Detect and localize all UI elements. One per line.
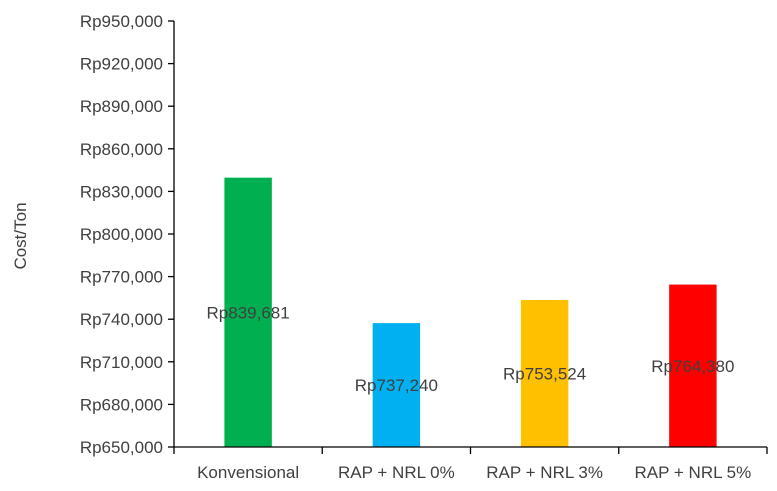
y-tick-label: Rp680,000 (80, 395, 163, 414)
y-tick-label: Rp800,000 (80, 225, 163, 244)
axes (173, 21, 768, 454)
y-tick-label: Rp890,000 (80, 97, 163, 116)
bar (372, 323, 421, 447)
x-tick-label: RAP + NRL 0% (338, 463, 455, 482)
x-tick-label: RAP + NRL 5% (635, 463, 752, 482)
bar (669, 284, 717, 447)
x-tick-label: Konvensional (197, 463, 299, 482)
y-tick-label: Rp650,000 (80, 438, 163, 457)
bar (224, 177, 272, 447)
y-tick-label: Rp770,000 (80, 268, 163, 287)
x-tick-label: RAP + NRL 3% (486, 463, 603, 482)
x-axis-labels: Konvensional RAP + NRL 0% RAP + NRL 3% RAP … (197, 463, 751, 482)
data-labels: Rp839,681 Rp737,240 Rp753,524 Rp764,380 (207, 303, 735, 395)
data-label: Rp764,380 (651, 357, 734, 376)
bar (520, 299, 569, 447)
bars (224, 177, 717, 447)
y-tick-label: Rp710,000 (80, 353, 163, 372)
y-tick-label: Rp950,000 (80, 12, 163, 31)
y-tick-label: Rp740,000 (80, 310, 163, 329)
y-axis-label: Cost/Ton (11, 202, 30, 269)
y-tick-label: Rp920,000 (80, 55, 163, 74)
y-axis-ticks: Rp650,000 Rp680,000 Rp710,000 Rp740,000 Rp77… (80, 12, 174, 457)
data-label: Rp737,240 (355, 376, 438, 395)
y-tick-label: Rp830,000 (80, 182, 163, 201)
y-tick-label: Rp860,000 (80, 140, 163, 159)
data-label: Rp839,681 (207, 303, 290, 322)
data-label: Rp753,524 (503, 364, 586, 383)
